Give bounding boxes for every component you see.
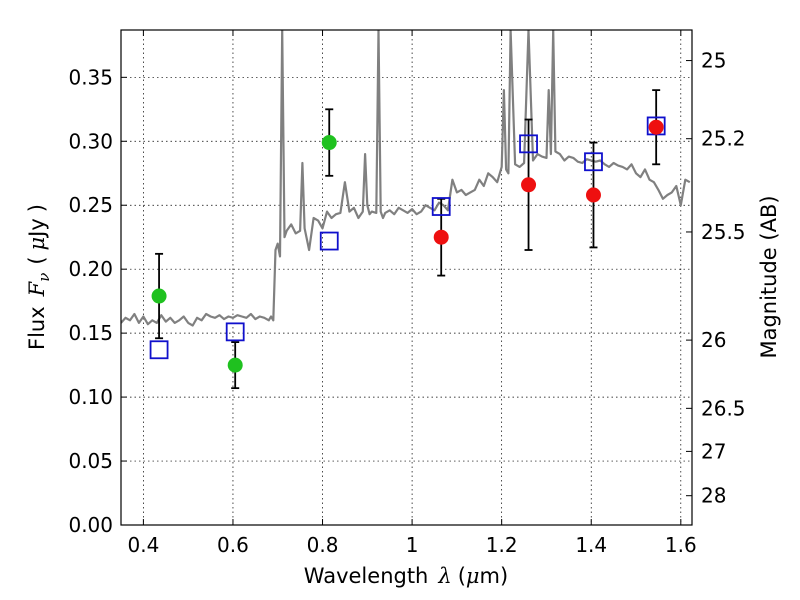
x-tick-label: 1 [406,533,419,557]
observed-red-marker [521,177,537,193]
y-tick-label: 0.15 [68,321,113,345]
observed-red-marker [433,229,449,245]
y-tick-label: 0.20 [68,257,113,281]
observed-red-marker [585,187,601,203]
y2-axis-label: Magnitude (AB) [757,195,781,358]
y2-tick-label: 25.2 [701,127,746,151]
y2-tick-label: 25.5 [701,220,746,244]
tick-marks [121,30,692,526]
y2-tick-label: 26 [701,328,726,352]
x-tick-label: 0.4 [127,533,159,557]
y-tick-labels: 0.00 0.05 0.10 0.15 0.20 0.25 0.30 0.35 [68,65,113,537]
y2-tick-labels: 25 25.2 25.5 26 26.5 27 28 [701,49,746,508]
observed-green-marker [227,357,243,373]
y-axis-label: FluxFν(μJy) [25,204,53,350]
model-square-marker [584,152,603,172]
x-tick-labels: 0.4 0.6 0.8 1 1.2 1.4 1.6 [127,533,696,557]
y-tick-label: 0.05 [68,449,113,473]
x-tick-label: 1.2 [486,533,518,557]
model-square-marker [225,322,245,342]
observed-green-marker [321,135,337,151]
y2-tick-label: 26.5 [701,396,746,420]
y2-tick-label: 27 [701,439,726,463]
plot-frame [120,29,693,526]
x-axis-label: Wavelength λ (μm) [304,564,508,588]
x-tick-label: 0.6 [217,533,249,557]
y2-tick-label: 25 [701,49,726,73]
y-tick-label: 0.10 [68,385,113,409]
x-tick-label: 1.4 [575,533,607,557]
x-tick-label: 1.6 [665,533,697,557]
plot-background [121,30,692,525]
y2-tick-label: 28 [701,484,726,508]
model-square-marker [319,231,339,251]
model-square-marker [519,134,538,154]
marker-layer [149,89,666,390]
y-tick-label: 0.25 [68,193,113,217]
y-tick-label: 0.00 [68,513,113,537]
y-tick-label: 0.35 [68,65,113,89]
x-tick-label: 0.8 [307,533,339,557]
y-tick-label: 0.30 [68,129,113,153]
model-square-marker [149,340,169,360]
observed-red-marker [648,119,664,135]
model-square-marker [431,197,451,216]
grid-lines [121,30,692,526]
observed-green-marker [151,288,167,304]
